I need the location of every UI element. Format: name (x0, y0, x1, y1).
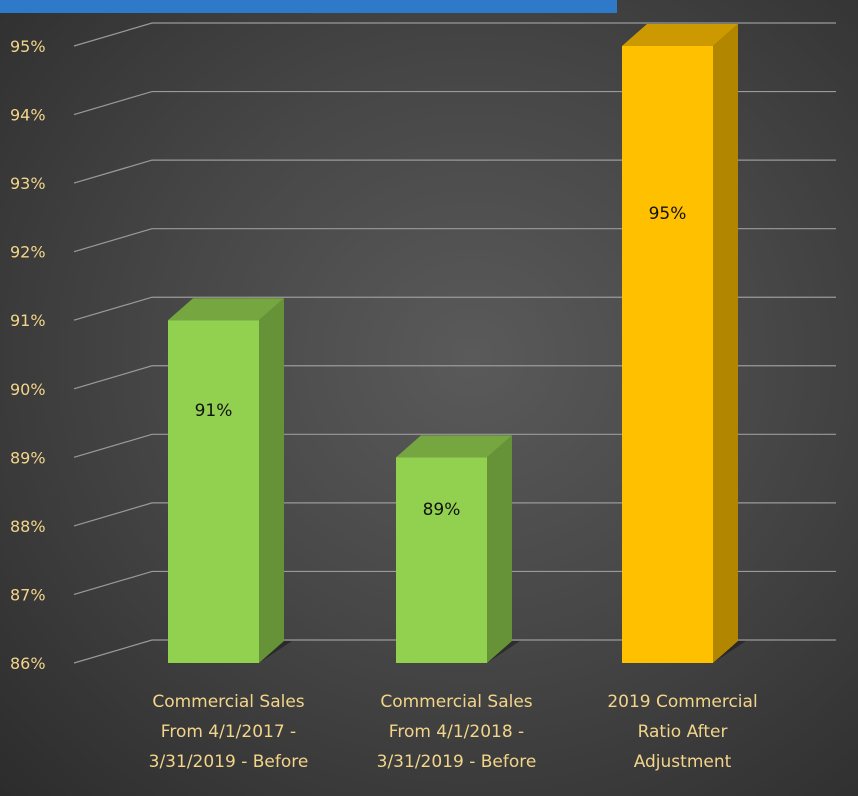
y-tick-label: 89% (10, 448, 46, 467)
x-tick-label: Adjustment (634, 752, 732, 772)
bar (396, 457, 487, 663)
x-tick-label: From 4/1/2017 - (161, 722, 296, 742)
bar-side (487, 435, 512, 663)
bar-side (713, 24, 738, 663)
x-tick-label: 3/31/2019 - Before (149, 752, 309, 772)
x-tick-label: Commercial Sales (380, 692, 532, 712)
bar (168, 320, 259, 663)
x-tick-label: 2019 Commercial (607, 692, 757, 712)
y-tick-label: 92% (10, 243, 46, 262)
data-label: 95% (649, 204, 687, 224)
y-tick-label: 90% (10, 380, 46, 399)
x-tick-label: From 4/1/2018 - (389, 722, 524, 742)
data-label: 89% (423, 500, 461, 520)
y-tick-label: 88% (10, 517, 46, 536)
y-tick-label: 86% (10, 654, 46, 673)
data-label: 91% (195, 401, 233, 421)
bar-side (259, 298, 284, 663)
bar (622, 46, 713, 663)
y-tick-label: 94% (10, 106, 46, 125)
y-tick-label: 91% (10, 311, 46, 330)
x-tick-label: Commercial Sales (152, 692, 304, 712)
y-tick-label: 95% (10, 37, 46, 56)
y-tick-label: 93% (10, 174, 46, 193)
y-tick-label: 87% (10, 585, 46, 604)
x-tick-label: 3/31/2019 - Before (377, 752, 537, 772)
x-tick-label: Ratio After (638, 722, 728, 742)
